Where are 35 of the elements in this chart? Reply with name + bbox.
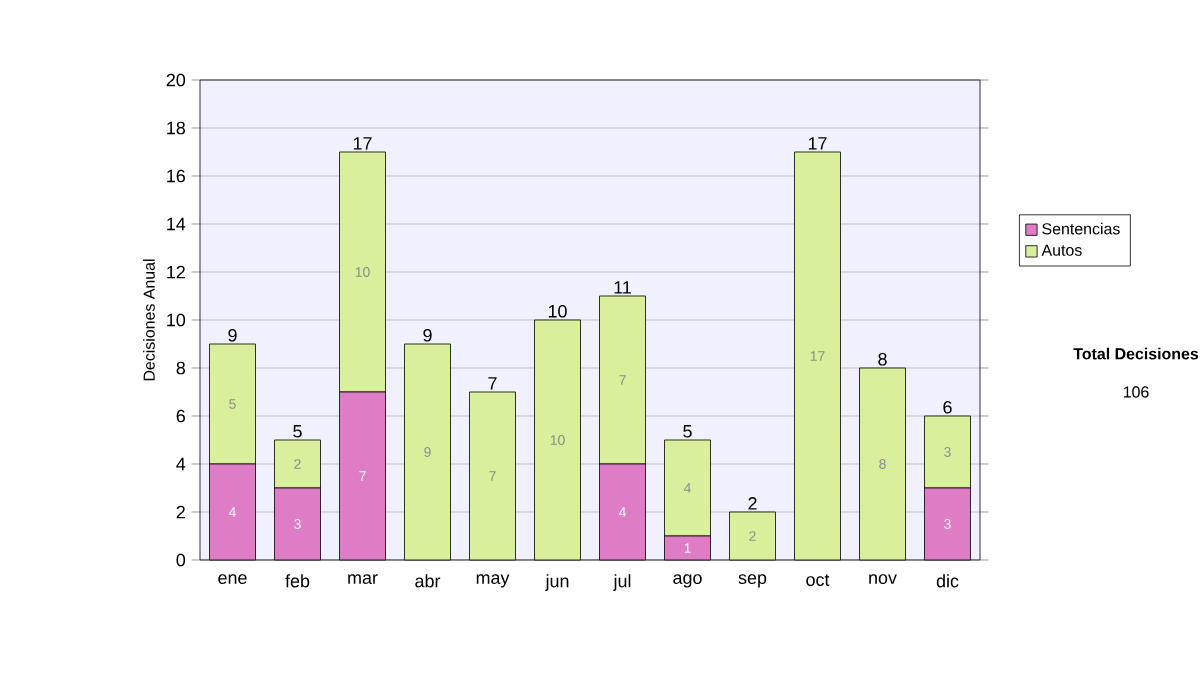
total-label: 9 [228,328,237,342]
total-label: 7 [488,377,497,390]
y-tick-label: 16 [167,169,185,183]
y-tick-label: 8 [176,361,185,375]
total-label: 10 [548,304,567,318]
y-tick-label: 18 [167,121,185,135]
x-tick-label: nov [869,574,897,585]
y-tick-label: 10 [167,313,186,327]
x-tick-label: feb [285,574,310,588]
y-tick-label: 4 [176,457,186,471]
y-tick-label: 20 [166,73,186,87]
total-label: 17 [353,137,372,150]
y-tick-label: 12 [167,265,185,279]
y-tick-label: 6 [176,409,185,423]
total-label: 6 [943,400,952,414]
x-tick-label: jun [545,574,569,591]
x-tick-label: dic [936,574,959,588]
x-tick-label: abr [415,574,441,588]
total-label: 5 [293,425,302,438]
x-tick-label: may [476,574,510,588]
x-tick-label: sep [738,574,767,588]
x-tick-label: ago [673,574,702,588]
total-label: 2 [748,497,757,510]
total-label: 5 [683,425,692,438]
x-tick-label: mar [348,574,378,585]
total-label: 11 [614,281,631,294]
total-label: 9 [423,328,432,342]
x-tick-label: oct [806,574,830,586]
y-tick-label: 2 [176,505,185,519]
y-tick-label: 0 [176,553,186,567]
y-tick-label: 14 [167,217,186,231]
x-tick-label: jul [613,574,631,591]
total-label: 17 [808,137,827,150]
x-tick-label: ene [218,574,247,585]
total-label: 8 [878,352,887,366]
